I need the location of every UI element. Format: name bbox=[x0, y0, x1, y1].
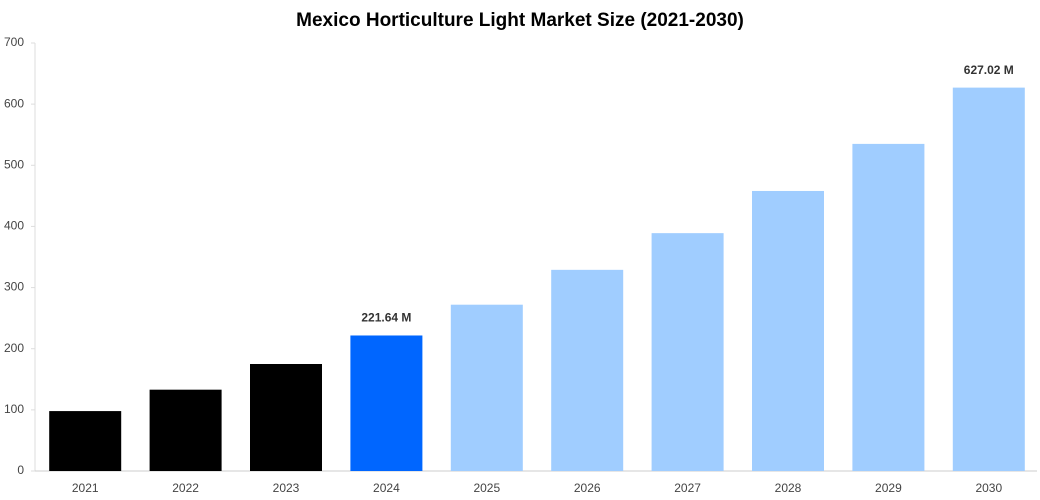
x-tick-label: 2023 bbox=[273, 481, 300, 495]
bar bbox=[350, 335, 423, 471]
x-tick-label: 2026 bbox=[574, 481, 601, 495]
y-tick-label: 100 bbox=[4, 402, 24, 416]
y-tick-label: 700 bbox=[4, 35, 24, 49]
x-tick-label: 2021 bbox=[72, 481, 99, 495]
x-tick-label: 2024 bbox=[373, 481, 400, 495]
bar bbox=[852, 143, 925, 471]
bar bbox=[250, 364, 322, 471]
bar bbox=[149, 389, 222, 471]
x-tick-label: 2027 bbox=[674, 481, 701, 495]
x-tick-label: 2022 bbox=[172, 481, 199, 495]
bar bbox=[450, 304, 523, 471]
value-label: 627.02 M bbox=[964, 63, 1014, 77]
bar bbox=[651, 233, 724, 471]
bar bbox=[752, 190, 824, 472]
y-tick-label: 200 bbox=[4, 341, 24, 355]
x-tick-label: 2028 bbox=[775, 481, 802, 495]
y-tick-label: 500 bbox=[4, 157, 24, 171]
x-tick-label: 2025 bbox=[473, 481, 500, 495]
x-tick-label: 2030 bbox=[975, 481, 1002, 495]
bar bbox=[49, 411, 122, 471]
chart-title: Mexico Horticulture Light Market Size (2… bbox=[296, 10, 744, 31]
bar bbox=[551, 269, 624, 471]
y-tick-label: 0 bbox=[17, 463, 24, 477]
value-label: 221.64 M bbox=[361, 311, 411, 325]
y-tick-label: 400 bbox=[4, 219, 24, 233]
y-tick-label: 300 bbox=[4, 280, 24, 294]
y-tick-label: 600 bbox=[4, 96, 24, 110]
bar bbox=[952, 87, 1025, 471]
x-tick-label: 2029 bbox=[875, 481, 902, 495]
